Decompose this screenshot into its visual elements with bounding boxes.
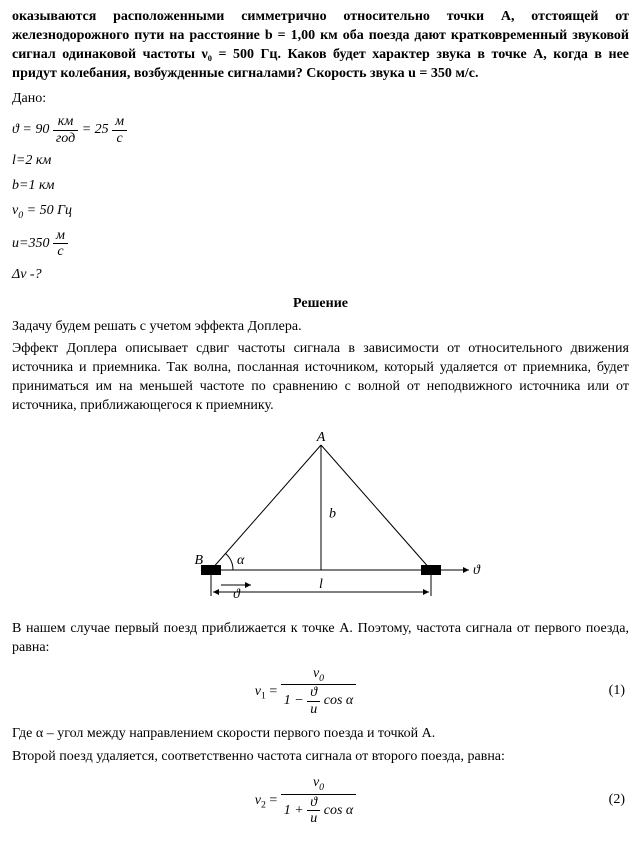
doppler-diagram: A Bb l α ϑ ϑ: [161, 430, 481, 610]
frac-den: с: [112, 131, 127, 146]
given-block: Дано: ϑ = 90 км год = 25 м с l=2 км b=1 …: [12, 90, 629, 285]
eq2-num-sub: 0: [319, 782, 324, 793]
eq1-den-head: 1 −: [284, 694, 304, 709]
eq2-number: (2): [599, 791, 629, 810]
eq2-equals: =: [269, 793, 280, 808]
eq1-lhs-sub: 1: [261, 691, 266, 702]
solution-p2: Эффект Доплера описывает сдвиг частоты с…: [12, 340, 629, 416]
eq1-main-frac: ν0 1 − ϑ u cos α: [281, 666, 356, 717]
eq2-den-tail: cos α: [324, 803, 354, 818]
frac-num: м: [53, 228, 68, 244]
given-v-lhs: ϑ = 90: [12, 123, 49, 138]
given-find: Δν -?: [12, 266, 629, 285]
given-velocity: ϑ = 90 км год = 25 м с: [12, 114, 629, 146]
problem-statement: оказываются расположенными симметрично о…: [12, 8, 629, 84]
eq2-den: 1 + ϑ u cos α: [281, 795, 356, 827]
frac-m-s: м с: [112, 114, 127, 146]
given-v-eq: = 25: [82, 123, 109, 138]
equation-2: ν2 = ν0 1 + ϑ u cos α: [12, 775, 599, 826]
frac-m-s2: м с: [53, 228, 68, 260]
eq2-den-head: 1 +: [284, 803, 304, 818]
svg-text:ϑ: ϑ: [233, 587, 241, 602]
frac-den: с: [53, 244, 68, 259]
eq1-number: (1): [599, 682, 629, 701]
solution-p1: Задачу будем решать с учетом эффекта Доп…: [12, 318, 629, 337]
given-b: b=1 км: [12, 177, 629, 196]
solution-p3: В нашем случае первый поезд приближается…: [12, 620, 629, 658]
given-u: u=350 м с: [12, 228, 629, 260]
equation-1-row: ν1 = ν0 1 − ϑ u cos α (1): [12, 666, 629, 717]
svg-text:l: l: [319, 577, 323, 592]
eq2-lhs-sub: 2: [261, 800, 266, 811]
eq2-den-frac: ϑ u: [307, 795, 320, 827]
solution-p4: Где α – угол между направлением скорости…: [12, 725, 629, 744]
eq1-num-sub: 0: [319, 673, 324, 684]
given-label: Дано:: [12, 90, 629, 109]
given-l: l=2 км: [12, 152, 629, 171]
eq1-num: ν0: [281, 666, 356, 686]
svg-text:A: A: [315, 430, 325, 445]
frac-km-god: км год: [53, 114, 78, 146]
eq1-den-frac-num: ϑ: [307, 685, 320, 701]
svg-text:b: b: [329, 507, 336, 522]
equation-2-row: ν2 = ν0 1 + ϑ u cos α (2): [12, 775, 629, 826]
given-nu0: ν0 = 50 Гц: [12, 202, 629, 222]
solution-p5: Второй поезд удаляется, соответственно ч…: [12, 748, 629, 767]
eq1-den-frac-den: u: [307, 702, 320, 717]
frac-num: км: [53, 114, 78, 130]
solution-title: Решение: [12, 295, 629, 314]
eq2-num: ν0: [281, 775, 356, 795]
frac-den: год: [53, 131, 78, 146]
eq2-den-frac-den: u: [307, 811, 320, 826]
eq2-main-frac: ν0 1 + ϑ u cos α: [281, 775, 356, 826]
nu0-rhs: = 50 Гц: [23, 203, 72, 218]
eq2-den-frac-num: ϑ: [307, 795, 320, 811]
eq1-den-tail: cos α: [324, 694, 354, 709]
svg-text:ϑ: ϑ: [473, 563, 481, 578]
equation-1: ν1 = ν0 1 − ϑ u cos α: [12, 666, 599, 717]
eq1-equals: =: [269, 684, 280, 699]
svg-text:α: α: [237, 553, 245, 568]
svg-text:B: B: [194, 553, 203, 568]
eq1-den: 1 − ϑ u cos α: [281, 685, 356, 717]
given-u-lhs: u=350: [12, 236, 49, 251]
eq1-den-frac: ϑ u: [307, 685, 320, 717]
frac-num: м: [112, 114, 127, 130]
